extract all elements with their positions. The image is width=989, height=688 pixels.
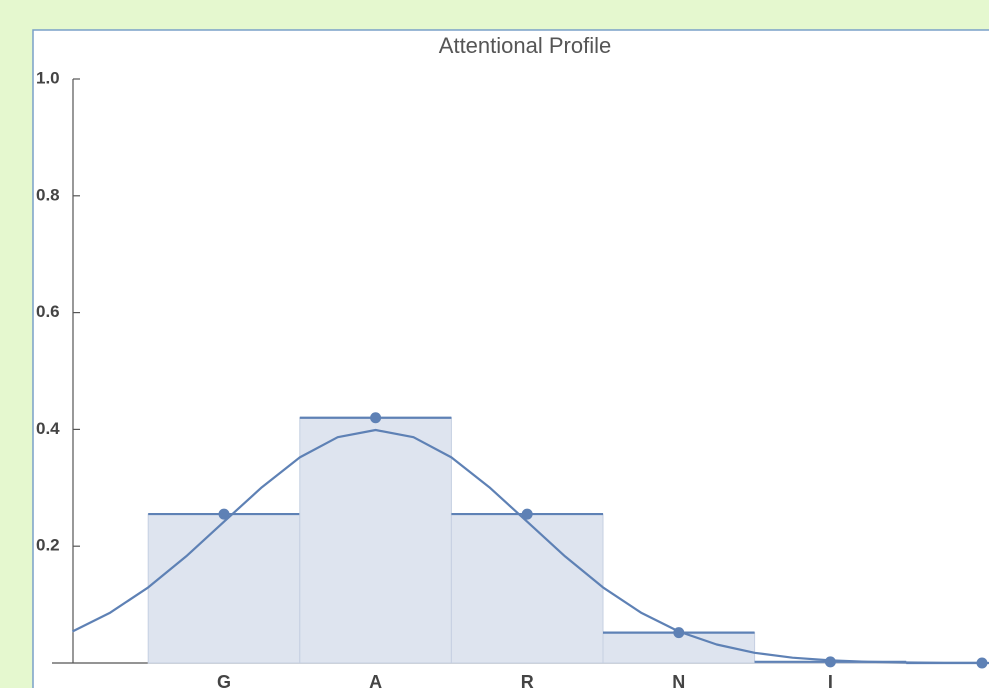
x-tick-label: A xyxy=(369,672,382,688)
x-tick-label: G xyxy=(217,672,231,688)
bar-point xyxy=(521,508,533,520)
y-tick-label: 0.4 xyxy=(36,419,60,438)
bar xyxy=(299,417,452,664)
y-tick-label: 0.6 xyxy=(36,302,60,321)
bar-point xyxy=(824,656,836,668)
x-tick-label: N xyxy=(672,672,685,688)
bar xyxy=(450,513,604,664)
bar-point xyxy=(673,627,685,639)
bar-point xyxy=(218,508,230,520)
y-tick-label: 0.2 xyxy=(36,536,60,555)
bar-point xyxy=(370,412,382,424)
chart-title: Attentional Profile xyxy=(439,33,611,58)
x-tick-label: R xyxy=(521,672,534,688)
bar-point xyxy=(976,657,988,669)
y-tick-label: 0.8 xyxy=(36,185,60,204)
bar xyxy=(147,513,301,664)
y-tick-label: 1.0 xyxy=(36,68,60,87)
x-tick-label: I xyxy=(828,672,833,688)
